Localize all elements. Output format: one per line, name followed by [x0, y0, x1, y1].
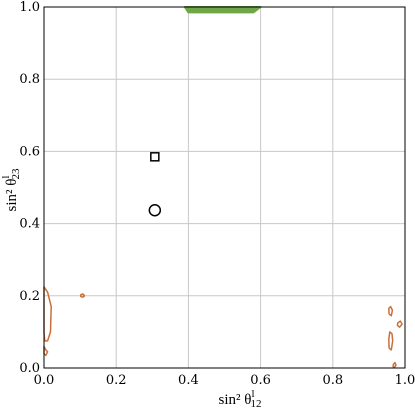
x-tick-label: 0.2 [106, 373, 127, 388]
x-tick-labels: 0.0 0.2 0.4 0.6 0.8 1.0 [34, 373, 415, 388]
y-tick-label: 0.0 [19, 361, 40, 376]
x-tick-label: 0.6 [250, 373, 271, 388]
y-tick-label: 1.0 [19, 0, 40, 15]
contour-region-orange-0 [43, 286, 52, 342]
y-tick-label: 0.4 [19, 217, 40, 232]
y-tick-label: 0.8 [19, 72, 40, 87]
x-tick-label: 0.8 [322, 373, 343, 388]
contour-region-orange-2 [80, 293, 86, 298]
contour-region-orange-3 [388, 305, 394, 317]
circle-marker [148, 203, 162, 217]
x-tick-label: 1.0 [395, 373, 415, 388]
square-marker [150, 152, 160, 162]
contour-region-orange-1 [43, 345, 49, 357]
contour-region-orange-4 [396, 320, 403, 328]
contour-region-green-7 [183, 6, 262, 14]
x-tick-label: 0.4 [178, 373, 199, 388]
grid [43, 6, 406, 369]
markers [148, 152, 162, 217]
y-tick-labels: 0.0 0.2 0.4 0.6 0.8 1.0 [19, 0, 40, 376]
x-axis-label: sin² θl 12 [219, 388, 262, 409]
contour-region-orange-6 [392, 361, 397, 369]
y-axis-label: sin² θl23 [0, 168, 22, 212]
plot-frame [43, 6, 406, 369]
x-tick-label: 0.0 [34, 373, 55, 388]
contour-regions [43, 6, 403, 369]
y-tick-label: 0.6 [19, 144, 40, 159]
contour-region-orange-5 [388, 331, 394, 351]
y-tick-label: 0.2 [19, 289, 40, 304]
